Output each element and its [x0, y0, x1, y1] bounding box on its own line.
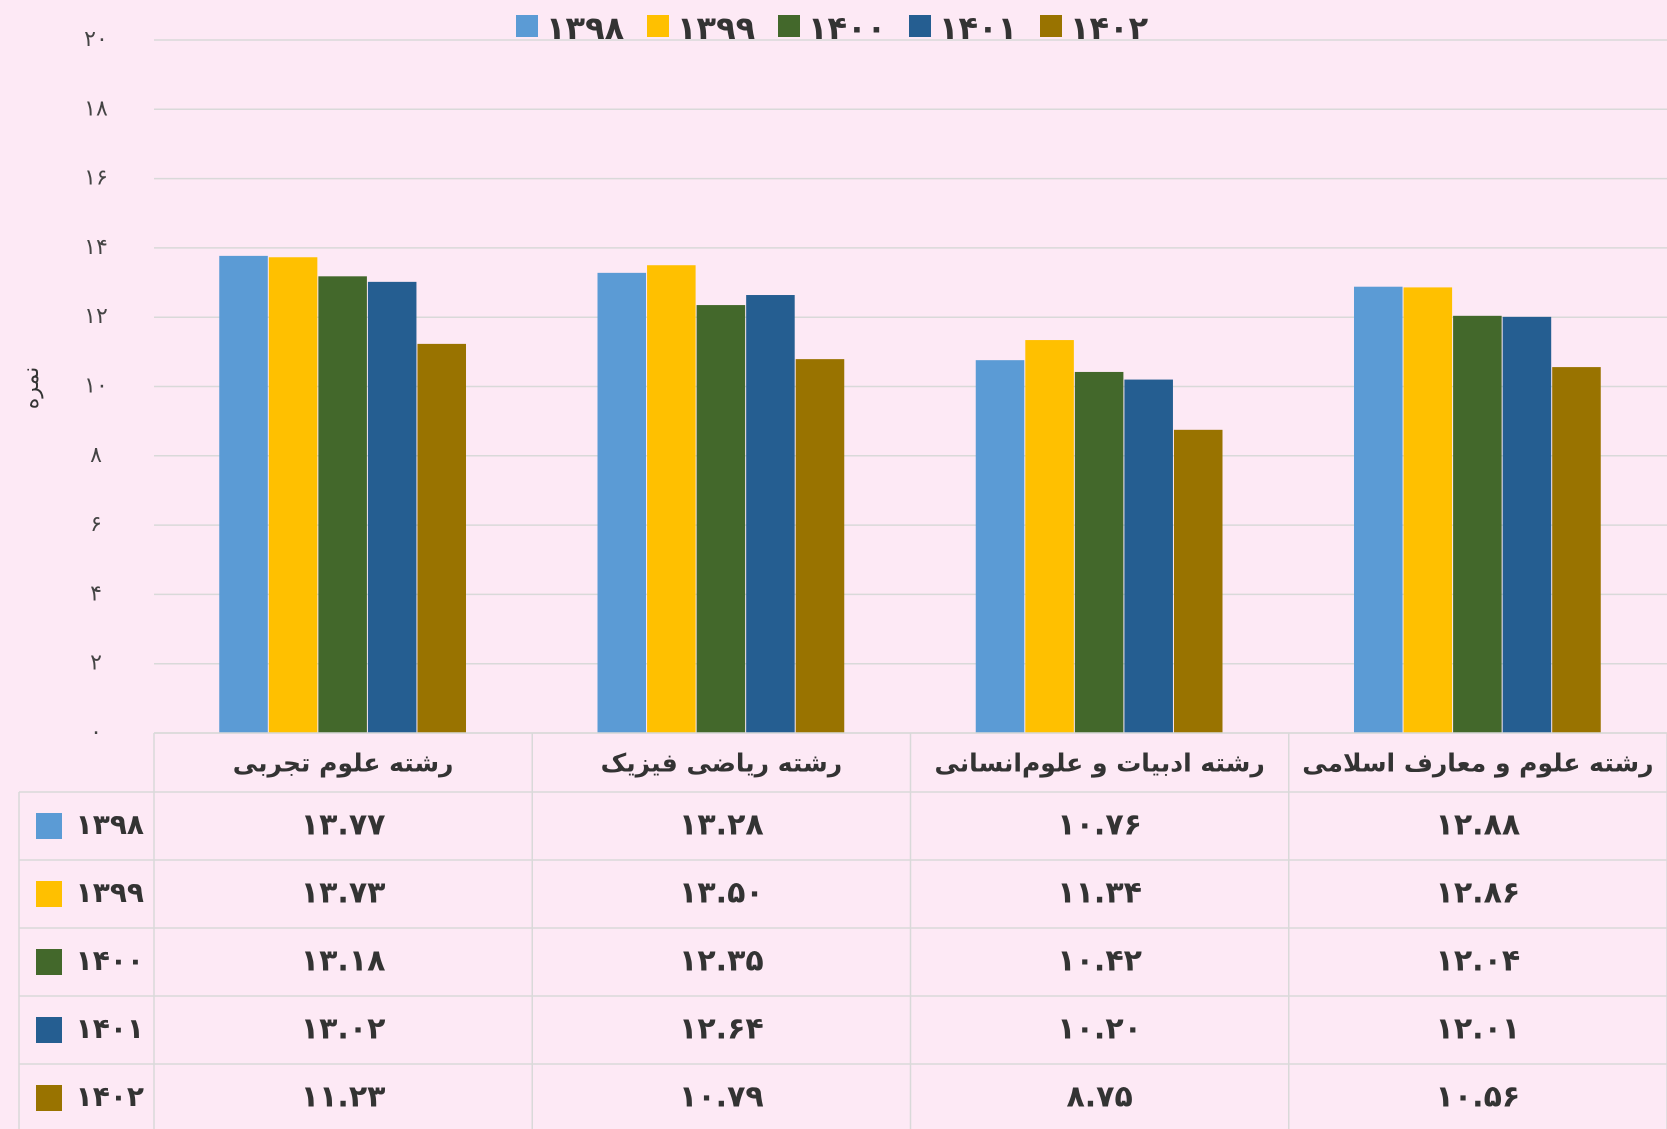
bar — [795, 359, 845, 733]
bar — [746, 295, 795, 733]
table-cell: ۱۲.۰۱ — [1436, 1012, 1521, 1047]
bar — [1173, 429, 1223, 733]
legend-swatch — [516, 15, 538, 37]
bar — [597, 272, 647, 733]
bar — [417, 343, 467, 733]
row-label: ۱۴۰۰ — [76, 944, 144, 977]
table-cell: ۱۰.۷۹ — [679, 1080, 764, 1115]
y-axis-label: نمره — [19, 367, 44, 410]
legend-label: ۱۴۰۰ — [808, 9, 886, 47]
legend-label: ۱۴۰۱ — [939, 9, 1017, 47]
table-cell: ۱۰.۵۶ — [1436, 1080, 1521, 1115]
y-tick-label: ۱۸ — [84, 96, 108, 121]
y-tick-label: ۸ — [90, 443, 102, 468]
x-tick-label: رشته علوم تجربی — [233, 749, 454, 779]
table-cell: ۱۰.۲۰ — [1057, 1012, 1142, 1047]
legend-label: ۱۳۹۸ — [546, 9, 625, 47]
table-cell: ۱۳.۲۸ — [679, 808, 764, 843]
legend-swatch — [909, 15, 931, 37]
bar — [1502, 316, 1552, 733]
y-tick-label: ۶ — [90, 512, 102, 537]
table-cell: ۱۳.۷۳ — [301, 876, 386, 911]
y-tick-label: ۱۲ — [84, 304, 108, 329]
bar — [219, 255, 268, 733]
legend-swatch — [778, 15, 800, 37]
row-label: ۱۳۹۹ — [76, 876, 144, 909]
x-tick-label: رشته ریاضی فیزیک — [601, 749, 842, 779]
bar — [1025, 340, 1074, 733]
table-cell: ۱۲.۳۵ — [679, 944, 764, 979]
table-cell: ۱۳.۵۰ — [679, 876, 764, 911]
bar — [1403, 287, 1453, 733]
table-cell: ۱۲.۸۶ — [1436, 876, 1521, 911]
y-tick-label: ۲۰ — [84, 27, 108, 52]
row-label: ۱۴۰۱ — [76, 1012, 144, 1045]
row-label: ۱۴۰۲ — [76, 1080, 144, 1113]
bar — [647, 265, 696, 733]
x-tick-label: رشته ادبیات و علوم‌انسانی — [935, 749, 1265, 779]
legend-label: ۱۴۰۲ — [1070, 9, 1149, 47]
legend-key — [36, 813, 62, 839]
bar — [268, 257, 318, 733]
bar — [1453, 315, 1502, 733]
y-tick-label: ۲ — [90, 651, 102, 676]
table-cell: ۱۱.۳۴ — [1057, 876, 1142, 911]
bar — [1552, 367, 1601, 733]
table-cell: ۱۰.۴۲ — [1057, 944, 1142, 979]
legend-key — [36, 1017, 62, 1043]
table-cell: ۱۱.۲۳ — [301, 1080, 386, 1115]
legend-key — [36, 881, 62, 907]
table-cell: ۱۳.۷۷ — [301, 808, 386, 843]
table-cell: ۱۲.۶۴ — [679, 1012, 764, 1047]
table-cell: ۸.۷۵ — [1066, 1080, 1132, 1115]
y-tick-label: ۱۴ — [84, 235, 108, 260]
bar — [318, 276, 367, 733]
legend-key — [36, 949, 62, 975]
y-tick-label: ۰ — [90, 720, 102, 745]
table-cell: ۱۳.۱۸ — [301, 944, 386, 979]
bar — [975, 360, 1025, 733]
legend-key — [36, 1085, 62, 1111]
bar — [1074, 371, 1124, 733]
y-tick-label: ۱۶ — [84, 166, 108, 191]
bar — [1353, 286, 1403, 733]
bar — [1124, 379, 1173, 733]
table-cell: ۱۲.۰۴ — [1436, 944, 1521, 979]
table-cell: ۱۰.۷۶ — [1057, 808, 1142, 843]
y-tick-label: ۱۰ — [84, 374, 108, 399]
table-cell: ۱۳.۰۲ — [301, 1012, 386, 1047]
legend-label: ۱۳۹۹ — [677, 9, 755, 47]
bar — [696, 305, 746, 733]
legend-swatch — [647, 15, 669, 37]
row-label: ۱۳۹۸ — [76, 808, 144, 841]
legend-swatch — [1040, 15, 1062, 37]
bar — [367, 281, 417, 733]
table-cell: ۱۲.۸۸ — [1436, 808, 1521, 843]
x-tick-label: رشته علوم و معارف اسلامی — [1302, 749, 1653, 779]
y-tick-label: ۴ — [90, 581, 102, 606]
